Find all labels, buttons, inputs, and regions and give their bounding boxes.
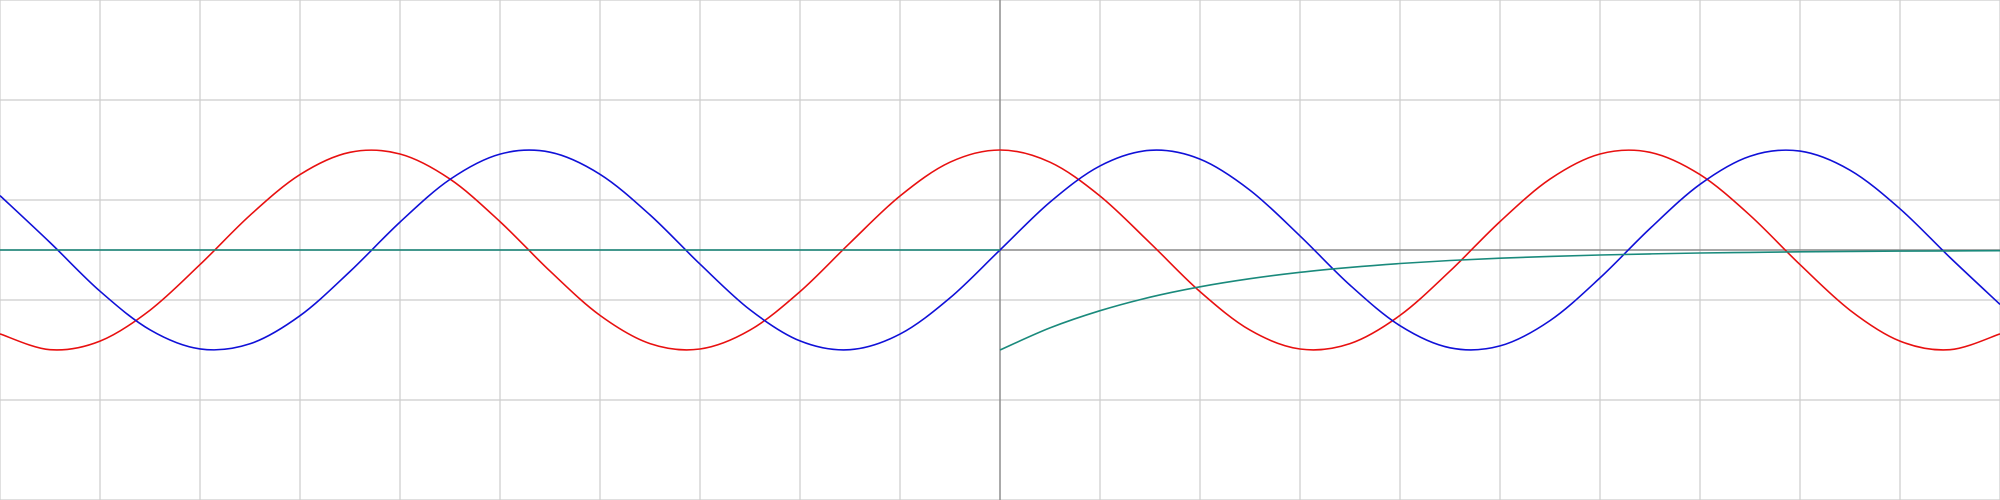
- curve: [999, 249, 2000, 351]
- curve: [0, 149, 2000, 351]
